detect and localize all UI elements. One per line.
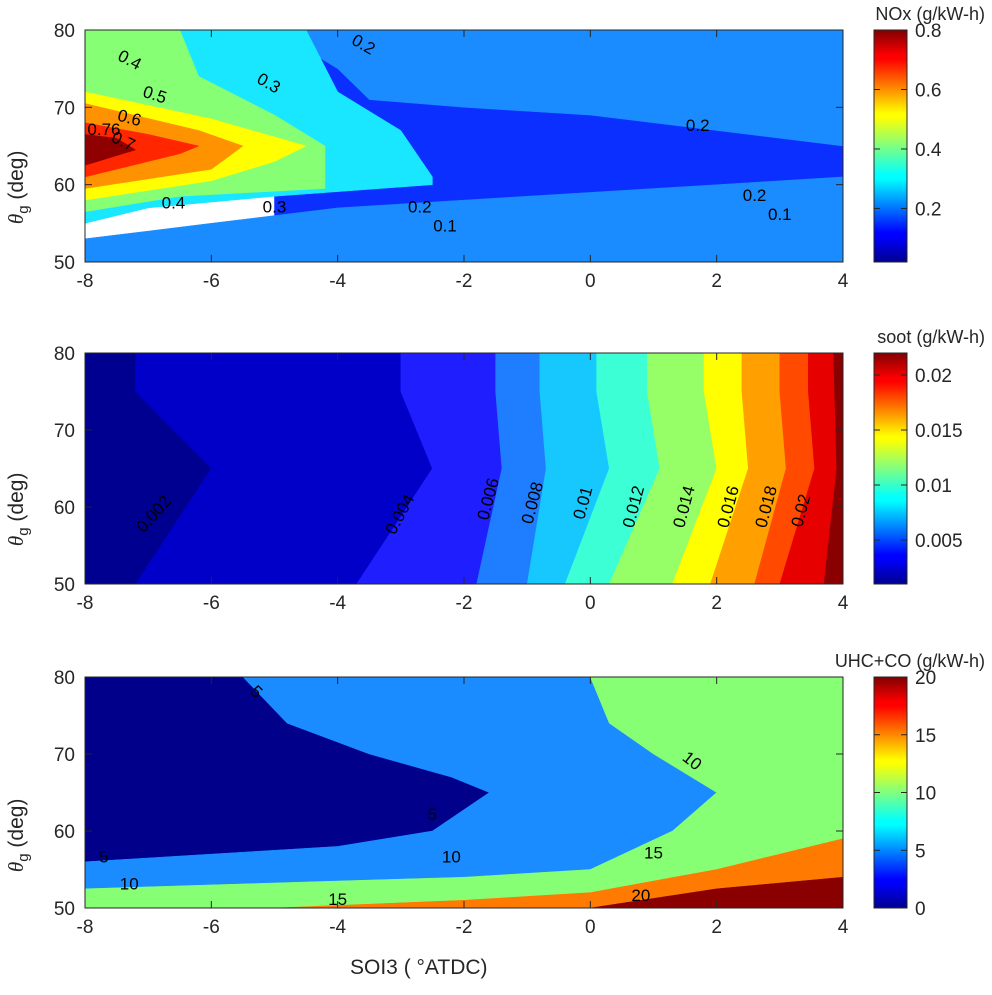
y-axis-theta: θ [3,213,28,225]
uhcco-ytick-label: 60 [54,822,75,843]
nox-contour-label: 0.2 [686,116,710,135]
nox-contour-label: 0.4 [162,193,186,212]
uhcco-contour-label: 5 [99,847,108,866]
uhcco-contour-label: 5 [428,805,437,824]
soot-ytick-label: 70 [54,421,75,442]
uhcco-contour-region-3 [274,838,843,908]
nox-xtick-label: -2 [456,271,473,292]
nox-contour-region-7 [85,122,200,178]
y-axis-unit: (deg) [4,150,28,206]
nox-contour-label: 0.3 [263,197,287,216]
y-axis-label-mid: θg (deg) [3,386,33,547]
uhcco-colorbar-tick-label: 15 [915,726,936,747]
nox-ytick-label: 80 [54,21,75,42]
soot-xtick-label: -8 [77,593,94,614]
nox-ytick-label: 60 [54,176,75,197]
nox-xtick-label: 2 [711,271,722,292]
uhcco-colorbar-tick-label: 0 [915,899,926,920]
uhcco-contour-label: 10 [120,874,139,893]
uhcco-contour-region-4 [590,876,843,908]
nox-colorbar-label: NOx (g/kW-h) [875,4,985,24]
nox-ytick-label: 50 [54,253,75,274]
y-axis-theta: θ [3,861,28,873]
uhcco-colorbar-tick-label: 10 [915,784,936,805]
nox-xtick-label: 0 [585,271,596,292]
nox-xtick-label: -4 [329,271,346,292]
nox-panel: 0.40.50.60.760.70.30.20.20.4 0.3 0.20.10.2… [54,4,985,292]
uhcco-colorbar-tick-label: 20 [915,668,936,689]
soot-colorbar-tick-label: 0.01 [915,476,952,497]
uhcco-xtick-label: 2 [711,917,722,938]
nox-contour-label: 0.2 [743,186,767,205]
soot-ytick-label: 80 [54,344,75,365]
uhcco-ytick-label: 70 [54,745,75,766]
nox-colorbar [873,29,908,263]
soot-xtick-label: 4 [838,593,849,614]
nox-ytick-label: 70 [54,98,75,119]
y-axis-label-bottom: θg (deg) [3,712,33,873]
nox-xtick-label: -6 [203,271,220,292]
nox-colorbar-tick-label: 0.6 [915,80,941,101]
soot-contour-region-11 [823,353,843,584]
soot-contour-region-10 [779,353,843,584]
uhcco-xtick-label: -2 [456,917,473,938]
nox-colorbar-tick-label: 0.4 [915,140,942,161]
uhcco-contour-region-2 [85,677,843,908]
soot-xtick-label: -4 [329,593,346,614]
nox-contour-fills [85,30,843,262]
y-axis-unit: (deg) [4,472,28,528]
soot-panel: 0.002 0.004 0.006 0.008 0.01 0.012 0.014 0.016 0… [54,327,985,614]
nox-colorbar-tick-label: 0.2 [915,199,941,220]
uhcco-contour-label: 15 [328,890,347,909]
soot-colorbar-tick-label: 0.02 [915,366,952,387]
nox-xtick-label: 4 [838,271,849,292]
y-axis-sub: g [15,205,33,214]
uhcco-xtick-label: -4 [329,917,346,938]
uhcco-xtick-label: -6 [203,917,220,938]
nox-contour-region-2 [85,30,843,262]
y-axis-label-top: θg (deg) [3,64,33,225]
uhcco-ytick-label: 80 [54,668,75,689]
y-axis-theta: θ [3,535,28,547]
uhcco-contour-fills [85,677,843,908]
soot-colorbar [873,352,908,585]
uhcco-colorbar-tick-label: 5 [915,841,926,862]
uhcco-colorbar-label: UHC+CO (g/kW-h) [835,651,985,671]
nox-contour-label: 0.1 [768,205,792,224]
uhcco-ytick-label: 50 [54,899,75,920]
uhcco-xtick-label: 4 [838,917,849,938]
nox-contour-label: 0.76 [87,120,120,139]
nox-contour-label: 0.2 [408,197,432,216]
soot-colorbar-tick-label: 0.015 [915,421,963,442]
y-axis-unit: (deg) [4,798,28,854]
uhcco-contour-label: 10 [442,847,461,866]
soot-contour-fills [85,353,843,584]
uhcco-contour-label: 15 [644,844,663,863]
uhcco-xtick-label: 0 [585,917,596,938]
soot-ytick-label: 60 [54,498,75,519]
soot-xtick-label: 2 [711,593,722,614]
y-axis-sub: g [15,527,33,536]
nox-xtick-label: -8 [77,271,94,292]
soot-colorbar-label: soot (g/kW-h) [877,327,985,347]
x-axis-label: SOI3 ( °ATDC) [350,956,488,979]
nox-contour-label: 0.1 [433,217,457,236]
nox-contour-region-8 [85,134,137,166]
nox-colorbar-tick-label: 0.8 [915,21,941,42]
soot-xtick-label: -6 [203,593,220,614]
soot-xtick-label: -2 [456,593,473,614]
soot-xtick-label: 0 [585,593,596,614]
soot-ytick-label: 50 [54,575,75,596]
uhcco-contour-label: 20 [631,886,650,905]
y-axis-sub: g [15,853,33,862]
uhcco-xtick-label: -8 [77,917,94,938]
soot-colorbar-tick-label: 0.005 [915,531,963,552]
